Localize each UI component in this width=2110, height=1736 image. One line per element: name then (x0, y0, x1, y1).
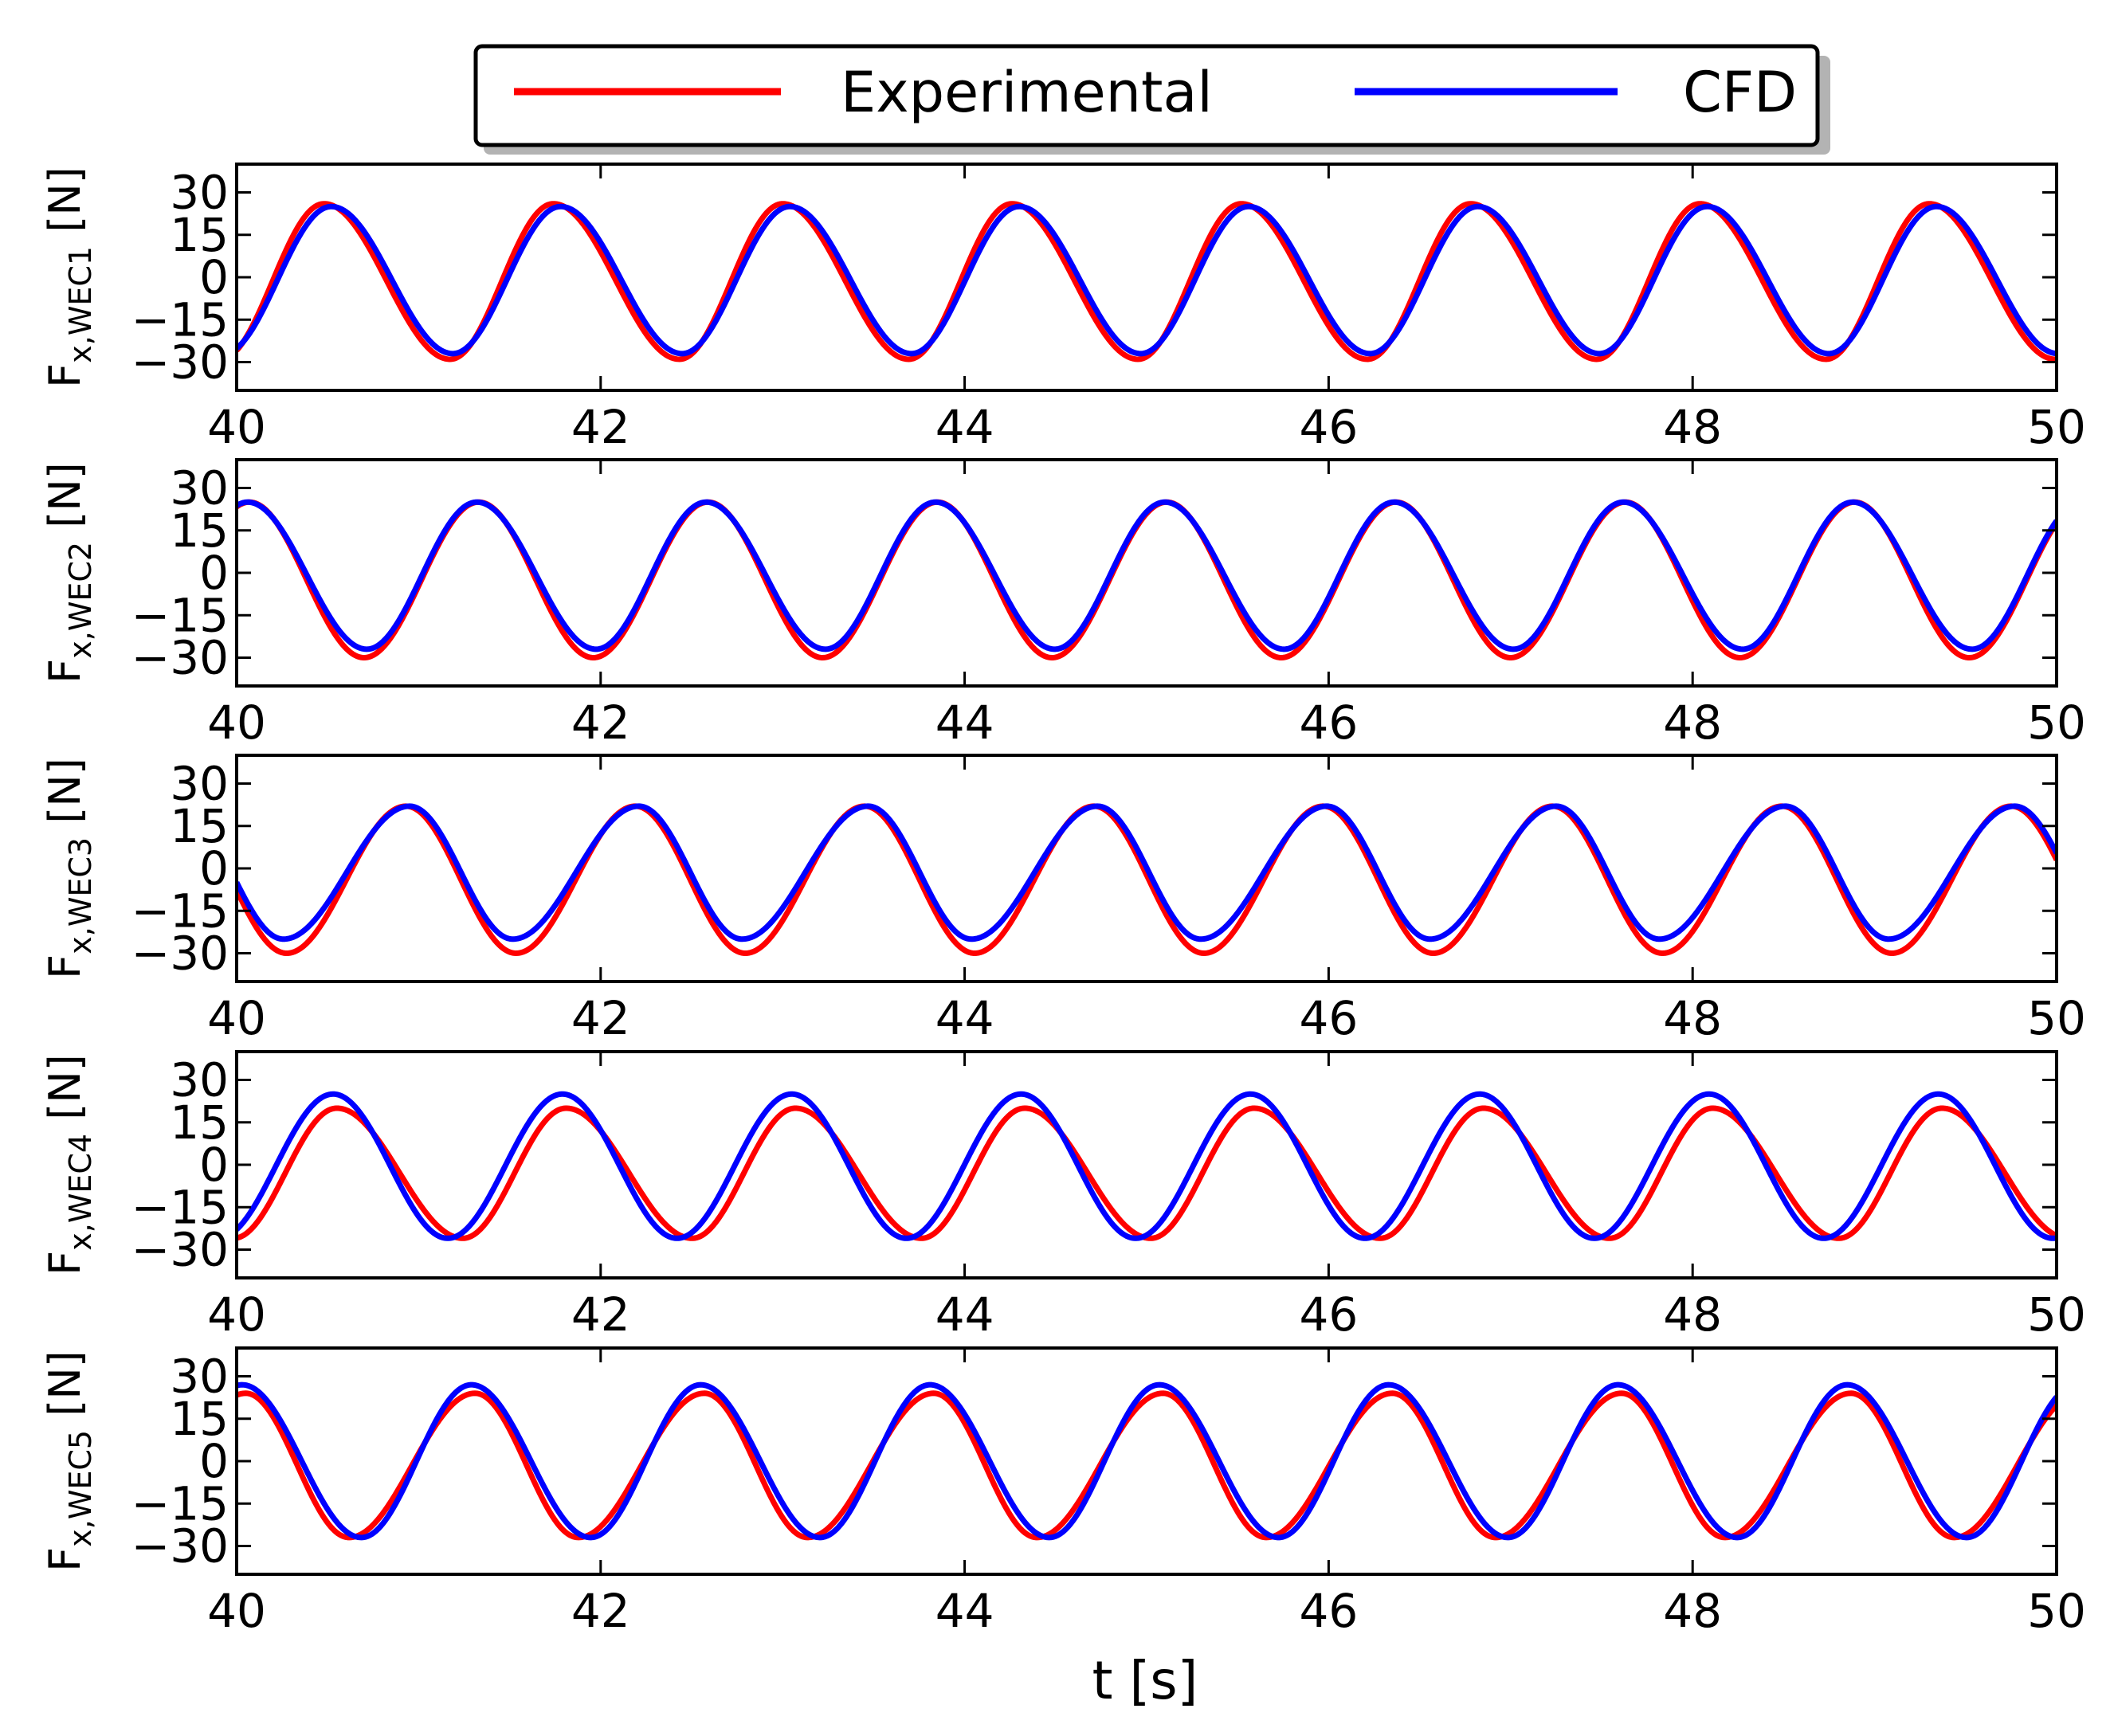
x-tick-label: 44 (935, 991, 994, 1045)
x-tick-label: 44 (935, 696, 994, 750)
series-line-cfd-wec2 (237, 499, 2057, 652)
x-tick-label: 50 (2027, 696, 2086, 750)
y-axis-label-wec2: Fx,WEC2 [N] (40, 462, 98, 684)
x-tick-label: 50 (2027, 1584, 2086, 1638)
y-tick-label: 15 (170, 1392, 229, 1446)
x-tick-label: 44 (935, 400, 994, 454)
y-tick-label: −30 (131, 631, 229, 685)
legend: Experimental CFD (473, 44, 1830, 155)
y-tick-label: −30 (131, 1223, 229, 1277)
x-tick-label: 50 (2027, 400, 2086, 454)
x-tick-label: 44 (935, 1287, 994, 1342)
legend-label-experimental: Experimental (841, 60, 1213, 125)
y-axis-label-wec1: Fx,WEC1 [N] (40, 167, 98, 388)
y-tick-label: −30 (131, 335, 229, 390)
x-tick-label: 42 (571, 400, 630, 454)
axes-frame-wec4 (235, 1050, 2058, 1279)
x-tick-label: 42 (571, 696, 630, 750)
y-tick-label: 0 (199, 546, 229, 600)
x-tick-label: 46 (1299, 696, 1358, 750)
series-line-cfd-wec3 (237, 803, 2057, 942)
x-tick-label: 48 (1663, 400, 1722, 454)
x-axis-label: t [s] (1092, 1650, 1198, 1711)
x-tick-label: 40 (207, 1584, 266, 1638)
x-tick-label: 48 (1663, 1287, 1722, 1342)
series-line-cfd-wec4 (237, 1091, 2057, 1241)
series-line-experimental-wec3 (237, 803, 2057, 956)
series-line-experimental-wec5 (237, 1390, 2057, 1541)
y-tick-label: 30 (170, 1350, 229, 1404)
y-axis-label-wec4: Fx,WEC4 [N] (40, 1054, 98, 1276)
y-tick-label: −30 (131, 927, 229, 981)
axes-frame-wec5 (235, 1346, 2058, 1576)
axes-frame-wec2 (235, 458, 2058, 688)
y-tick-label: −30 (131, 1519, 229, 1573)
y-tick-label: 30 (170, 166, 229, 220)
series-line-experimental-wec4 (237, 1105, 2057, 1241)
x-tick-label: 40 (207, 991, 266, 1045)
legend-box (473, 44, 1820, 147)
y-tick-label: −15 (131, 884, 229, 938)
y-tick-label: 0 (199, 841, 229, 895)
y-tick-label: −15 (131, 1476, 229, 1530)
x-tick-label: 50 (2027, 1287, 2086, 1342)
y-tick-label: 0 (199, 1138, 229, 1192)
x-tick-label: 42 (571, 1287, 630, 1342)
x-tick-label: 50 (2027, 991, 2086, 1045)
series-line-cfd-wec5 (237, 1381, 2057, 1541)
y-tick-label: 0 (199, 250, 229, 304)
y-tick-label: 30 (170, 1053, 229, 1107)
y-tick-label: 15 (170, 208, 229, 262)
legend-label-cfd: CFD (1683, 60, 1797, 125)
y-tick-label: 0 (199, 1434, 229, 1488)
x-tick-label: 48 (1663, 1584, 1722, 1638)
y-tick-label: 15 (170, 1095, 229, 1150)
x-tick-label: 42 (571, 991, 630, 1045)
x-tick-label: 46 (1299, 991, 1358, 1045)
x-tick-label: 40 (207, 400, 266, 454)
y-tick-label: 30 (170, 461, 229, 515)
y-tick-label: −15 (131, 588, 229, 642)
y-axis-label-wec3: Fx,WEC3 [N] (40, 758, 98, 979)
y-tick-label: −15 (131, 292, 229, 347)
y-tick-label: 15 (170, 799, 229, 853)
x-tick-label: 44 (935, 1584, 994, 1638)
x-tick-label: 46 (1299, 400, 1358, 454)
x-tick-label: 48 (1663, 991, 1722, 1045)
x-tick-label: 40 (207, 696, 266, 750)
x-tick-label: 40 (207, 1287, 266, 1342)
series-line-cfd-wec1 (237, 203, 2057, 357)
x-tick-label: 48 (1663, 696, 1722, 750)
y-tick-label: 15 (170, 504, 229, 558)
y-tick-label: −15 (131, 1180, 229, 1234)
y-tick-label: 30 (170, 757, 229, 811)
x-tick-label: 46 (1299, 1287, 1358, 1342)
y-axis-label-wec5: Fx,WEC5 [N] (40, 1350, 98, 1572)
x-tick-label: 46 (1299, 1584, 1358, 1638)
series-line-experimental-wec1 (237, 201, 2057, 362)
x-tick-label: 42 (571, 1584, 630, 1638)
